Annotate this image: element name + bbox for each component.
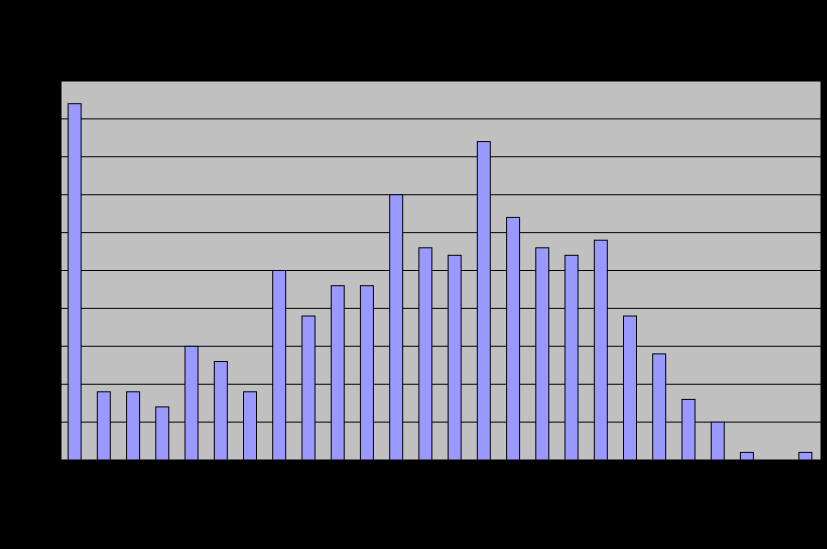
bars	[67, 103, 813, 461]
bar	[798, 451, 813, 461]
bar	[330, 285, 345, 461]
bar	[535, 247, 550, 461]
bar	[447, 254, 462, 461]
bar	[389, 194, 404, 461]
bar	[623, 315, 637, 461]
bar	[710, 421, 725, 461]
bar	[476, 141, 491, 461]
bar	[593, 239, 608, 461]
bar	[301, 315, 316, 461]
bar	[126, 391, 141, 461]
bar	[243, 391, 257, 461]
bar	[681, 398, 696, 461]
bar	[652, 353, 667, 461]
bar	[96, 391, 111, 461]
bar	[506, 216, 521, 461]
bar	[359, 285, 374, 461]
bar	[184, 345, 199, 461]
bar	[564, 254, 579, 461]
bar	[272, 270, 287, 461]
bar	[67, 103, 82, 461]
bar	[418, 247, 433, 461]
bar	[739, 451, 754, 461]
bar	[213, 361, 228, 461]
bar	[155, 406, 170, 461]
